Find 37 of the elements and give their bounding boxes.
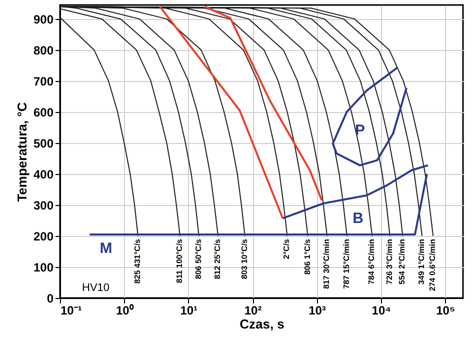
text: 349 1°C/min (416, 238, 426, 284)
y-tick-label: 900 (33, 12, 54, 26)
annotation: M (100, 240, 112, 257)
annotation: B (352, 210, 364, 227)
y-tick-label: 800 (33, 43, 54, 58)
y-tick-label: 100 (33, 260, 54, 274)
y-tick-label: 0 (46, 292, 54, 306)
x-tick-label: 10⁰ (116, 304, 134, 318)
text: 803 10°C/s (240, 238, 249, 280)
text: 806 1°C/s (302, 238, 312, 275)
x-axis-title: Czas, s (240, 316, 284, 332)
text: 2°C/s (282, 238, 292, 260)
text: 554 2°C/min (398, 238, 407, 284)
text: 811 100°C/s (174, 238, 184, 284)
annotation: P (354, 122, 366, 139)
x-tick-label: 10³ (308, 304, 326, 318)
y-tick-label: 200 (33, 229, 54, 244)
y-tick-label: 500 (33, 136, 54, 150)
y-axis-title: Temperatura, °C (14, 102, 30, 202)
text: 784 6°C/min (367, 238, 376, 284)
x-tick-label: 10² (244, 304, 262, 318)
text: 825 431°C/s (132, 238, 142, 284)
text: 812 25°C/s (213, 238, 222, 280)
text: 274 0.6°C/min (428, 238, 438, 292)
x-tick-label: 10⁵ (436, 304, 456, 318)
annotation: HV10 (82, 282, 110, 294)
text: 787 15°C/min (342, 238, 351, 289)
text: 726 3°C/min (384, 238, 394, 284)
text: 817 30°C/min (322, 238, 332, 289)
x-tick-label: 10¹ (180, 304, 198, 318)
y-tick-label: 300 (33, 198, 54, 212)
x-tick-label: 10⁴ (372, 304, 392, 318)
text: 806 50°C/s (194, 238, 203, 280)
x-tick-label: 10⁻¹ (60, 304, 82, 318)
y-tick-label: 400 (33, 167, 54, 182)
y-tick-label: 700 (33, 74, 54, 88)
y-tick-label: 600 (33, 105, 54, 120)
